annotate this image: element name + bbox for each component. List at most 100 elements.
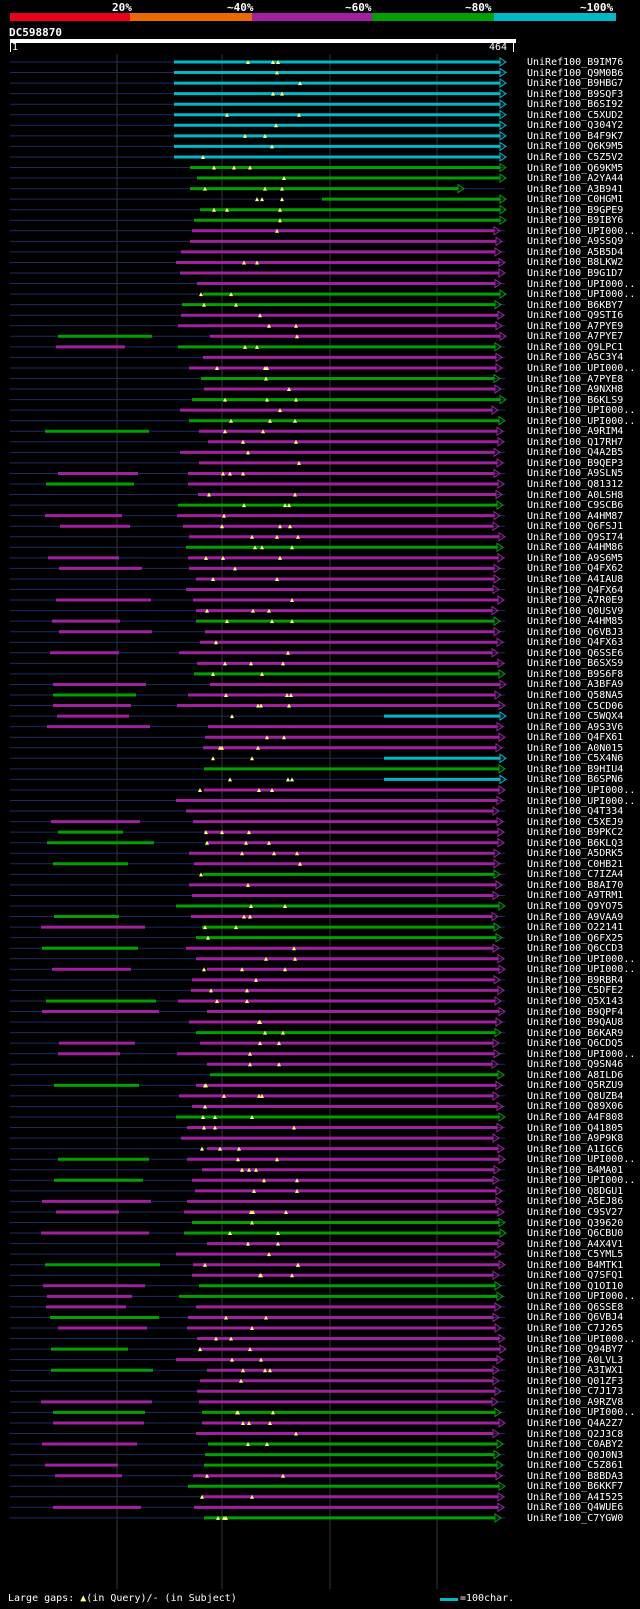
hit-label[interactable]: UniRef100_Q89X06 [527, 1101, 624, 1113]
hit-label[interactable]: UniRef100_C5WQX4 [527, 711, 624, 723]
hit-label[interactable]: UniRef100_C5X4N6 [527, 753, 624, 765]
hit-row[interactable] [10, 268, 506, 278]
hit-row[interactable] [10, 1323, 505, 1333]
hit-row[interactable] [10, 415, 506, 426]
hit-label[interactable]: UniRef100_A4I525 [527, 1491, 624, 1503]
hit-label[interactable]: UniRef100_B6SI92 [527, 99, 624, 111]
hit-row[interactable] [10, 1439, 505, 1449]
hit-label[interactable]: UniRef100_C0HGM1 [527, 194, 624, 206]
hit-row[interactable] [10, 985, 505, 996]
hit-label[interactable]: UniRef100_Q304Y2 [527, 120, 624, 132]
hit-label[interactable]: UniRef100_Q81312 [527, 479, 624, 490]
hit-row[interactable] [10, 1460, 505, 1471]
hit-row[interactable] [10, 1259, 506, 1270]
hit-row[interactable] [10, 552, 505, 563]
hit-label[interactable]: UniRef100_UPI000.. [527, 278, 636, 290]
hit-row[interactable] [10, 67, 507, 78]
hit-label[interactable]: UniRef100_UPI000.. [527, 405, 636, 417]
hit-label[interactable]: UniRef100_A9S6M5 [527, 552, 624, 564]
hit-row[interactable] [10, 531, 506, 542]
hit-row[interactable] [10, 1090, 505, 1101]
hit-label[interactable]: UniRef100_A9S3V6 [527, 721, 624, 733]
hit-row[interactable] [10, 1407, 505, 1418]
hit-label[interactable]: UniRef100_Q17RH7 [527, 436, 624, 448]
hit-row[interactable] [10, 373, 505, 384]
hit-row[interactable] [10, 1038, 505, 1049]
hit-label[interactable]: UniRef100_Q4FX62 [527, 563, 624, 575]
hit-row[interactable] [10, 1059, 505, 1070]
hit-label[interactable]: UniRef100_UPI000.. [527, 1407, 636, 1419]
hit-label[interactable]: UniRef100_B9G1D7 [527, 268, 624, 279]
hit-label[interactable]: UniRef100_UPI000.. [527, 784, 636, 796]
hit-label[interactable]: UniRef100_C5YML5 [527, 1249, 624, 1261]
hit-row[interactable] [10, 806, 505, 816]
hit-row[interactable] [10, 879, 505, 890]
hit-label[interactable]: UniRef100_A7PYE9 [527, 320, 624, 332]
hit-row[interactable] [10, 1280, 505, 1291]
hit-row[interactable] [10, 690, 505, 700]
hit-row[interactable] [10, 1344, 507, 1355]
hit-row[interactable] [10, 1017, 505, 1027]
hit-row[interactable] [10, 1006, 506, 1017]
hit-row[interactable] [10, 394, 507, 405]
hit-label[interactable]: UniRef100_A9VAA9 [527, 911, 624, 923]
hit-row[interactable] [10, 732, 506, 743]
hit-row[interactable] [10, 563, 505, 574]
hit-row[interactable] [10, 436, 505, 447]
hit-row[interactable] [10, 626, 505, 637]
hit-row[interactable] [10, 974, 505, 985]
hit-row[interactable] [10, 99, 507, 110]
hit-label[interactable]: UniRef100_B8AI70 [527, 879, 624, 891]
hit-row[interactable] [10, 257, 506, 268]
hit-label[interactable]: UniRef100_Q4A2Z7 [527, 1417, 624, 1429]
hit-row[interactable] [10, 605, 505, 616]
hit-label[interactable]: UniRef100_Q9M0B6 [527, 67, 624, 79]
hit-row[interactable] [10, 837, 505, 848]
hit-label[interactable]: UniRef100_Q94BY7 [527, 1344, 624, 1356]
hit-row[interactable] [10, 668, 506, 679]
hit-label[interactable]: UniRef100_C7YGW0 [527, 1512, 624, 1524]
hit-row[interactable] [10, 426, 505, 437]
hit-label[interactable]: UniRef100_B9QAU8 [527, 1017, 624, 1029]
hit-row[interactable] [10, 162, 507, 173]
hit-row[interactable] [10, 1312, 505, 1323]
hit-row[interactable] [10, 183, 505, 194]
hit-row[interactable] [10, 742, 505, 753]
hit-label[interactable]: UniRef100_Q6K9M5 [527, 141, 624, 153]
hit-label[interactable]: UniRef100_B6KBY7 [527, 299, 624, 311]
hit-label[interactable]: UniRef100_Q9YO75 [527, 901, 624, 912]
hit-label[interactable]: UniRef100_UPI000.. [527, 1291, 636, 1303]
hit-row[interactable] [10, 774, 507, 785]
hit-row[interactable] [10, 1481, 506, 1492]
hit-label[interactable]: UniRef100_A9RIM4 [527, 426, 624, 438]
hit-row[interactable] [10, 827, 505, 838]
hit-label[interactable]: UniRef100_UPI000.. [527, 1175, 636, 1187]
hit-label[interactable]: UniRef100_UPI000.. [527, 1048, 636, 1060]
hit-label[interactable]: UniRef100_A5C3Y4 [527, 352, 624, 364]
hit-row[interactable] [10, 679, 507, 690]
hit-label[interactable]: UniRef100_Q39620 [527, 1217, 624, 1229]
hit-label[interactable]: UniRef100_A0N015 [527, 742, 624, 754]
hit-label[interactable]: UniRef100_C7J173 [527, 1386, 624, 1398]
hit-label[interactable]: UniRef100_A3B941 [527, 183, 624, 195]
hit-label[interactable]: UniRef100_Q8UZB4 [527, 1090, 624, 1102]
hit-row[interactable] [10, 489, 505, 500]
hit-label[interactable]: UniRef100_B9IBY6 [527, 215, 624, 227]
hit-label[interactable]: UniRef100_C0HB21 [527, 858, 624, 870]
hit-label[interactable]: UniRef100_C5DFE2 [527, 985, 624, 997]
hit-row[interactable] [10, 1502, 505, 1513]
hit-label[interactable]: UniRef100_A0LVL3 [527, 1354, 624, 1366]
hit-label[interactable]: UniRef100_A9NXH8 [527, 384, 624, 396]
hit-row[interactable] [10, 647, 505, 658]
hit-label[interactable]: UniRef100_B4F9K7 [527, 130, 624, 142]
hit-label[interactable]: UniRef100_B9QPF4 [527, 1006, 624, 1018]
hit-label[interactable]: UniRef100_Q69KM5 [527, 162, 624, 174]
hit-row[interactable] [10, 1512, 505, 1523]
hit-label[interactable]: UniRef100_A9TRM1 [527, 890, 624, 902]
hit-label[interactable]: UniRef100_A7R0E9 [527, 595, 624, 607]
hit-row[interactable] [10, 1365, 505, 1376]
hit-label[interactable]: UniRef100_Q9SN46 [527, 1059, 624, 1071]
hit-row[interactable] [10, 363, 505, 373]
hit-row[interactable] [10, 1270, 505, 1281]
hit-row[interactable] [10, 468, 505, 479]
